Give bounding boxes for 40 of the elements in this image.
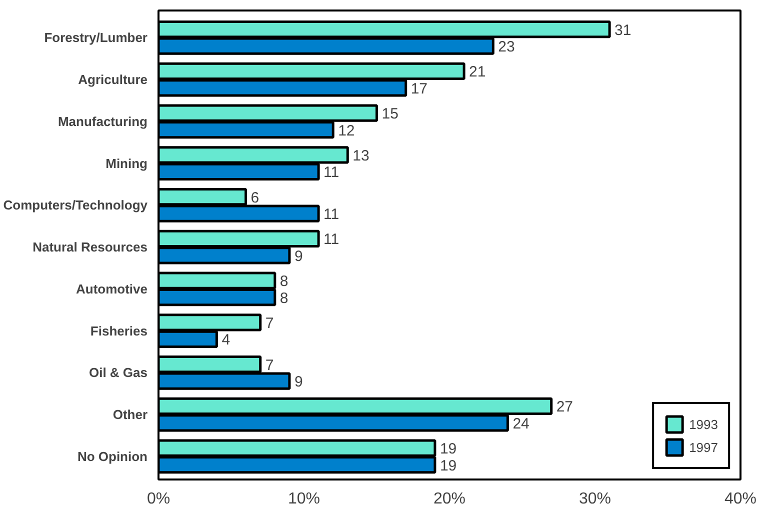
data-label: 21 [469,64,486,81]
x-tick-label: 30% [578,490,612,508]
y-tick-label: Oil & Gas [88,365,148,380]
data-label: 7 [265,356,274,374]
data-label: 12 [338,122,355,140]
legend-label: 1997 [689,440,718,454]
data-label: 19 [440,457,457,474]
data-label: 13 [352,147,370,164]
y-tick-label: Manufacturing [58,114,148,129]
data-label: 11 [324,231,340,248]
x-tick-label: 0% [146,490,170,508]
data-label: 31 [614,22,632,39]
data-label: 23 [498,38,515,56]
x-tick-label: 10% [288,490,320,508]
data-label: 24 [512,415,530,432]
y-tick-label: Mining [106,156,148,171]
data-label: 4 [222,332,230,349]
y-tick-label: Computers/Technology [3,198,148,213]
x-tick-label: 40% [724,490,757,508]
y-tick-label: No Opinion [77,448,148,464]
legend-label: 1993 [689,416,718,432]
data-label: 11 [324,206,340,224]
data-label: 11 [324,164,340,182]
data-label: 7 [265,314,274,332]
data-label: 17 [410,80,428,98]
x-tick-label: 20% [433,490,466,508]
y-tick-label: Automotive [76,281,148,296]
data-label: 8 [280,273,288,290]
data-label: 27 [556,398,574,416]
data-label: 6 [250,189,260,206]
y-tick-label: Agriculture [78,72,148,88]
data-label: 19 [440,440,457,458]
data-label: 9 [294,248,303,265]
y-tick-label: Natural Resources [32,240,148,255]
data-label: 9 [294,374,303,391]
y-tick-label: Fisheries [90,323,148,338]
data-label: 8 [280,290,288,307]
data-label: 15 [382,106,398,123]
y-tick-label: Other [112,407,148,422]
y-tick-label: Forestry/Lumber [44,30,148,46]
